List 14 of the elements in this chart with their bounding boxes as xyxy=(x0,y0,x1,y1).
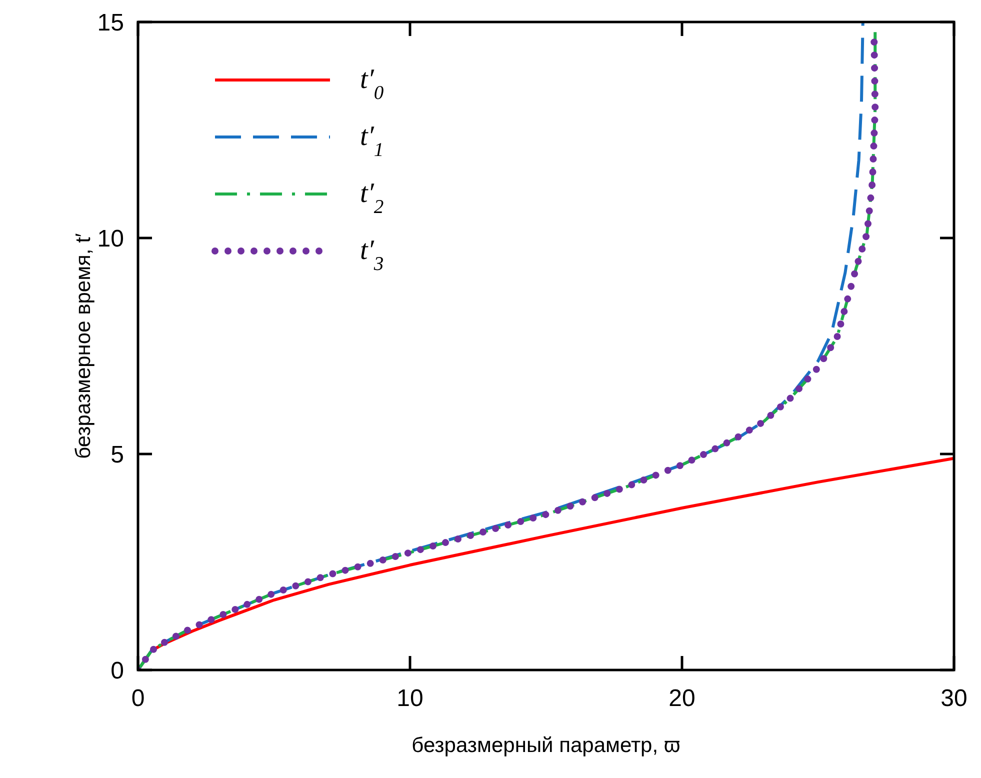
legend-label: t′$_{3}$ xyxy=(360,235,384,274)
legend-label: t′$_{2}$ xyxy=(360,178,384,218)
x-tick-label: 30 xyxy=(940,685,968,712)
y-tick-label: 0 xyxy=(110,657,124,684)
x-tick-label: 0 xyxy=(131,685,145,712)
x-axis-title: безразмерный параметр, ϖ xyxy=(412,734,680,757)
y-tick-label: 5 xyxy=(110,441,124,468)
y-axis-title: безразмерное время, t′ xyxy=(72,233,95,459)
x-tick-label: 10 xyxy=(396,685,424,712)
x-tick-label: 20 xyxy=(668,685,696,712)
y-tick-label: 10 xyxy=(97,225,124,252)
y-tick-label: 15 xyxy=(97,9,124,36)
legend-label: t′$_{1}$ xyxy=(360,121,384,160)
legend-label: t′$_{0}$ xyxy=(360,64,384,104)
